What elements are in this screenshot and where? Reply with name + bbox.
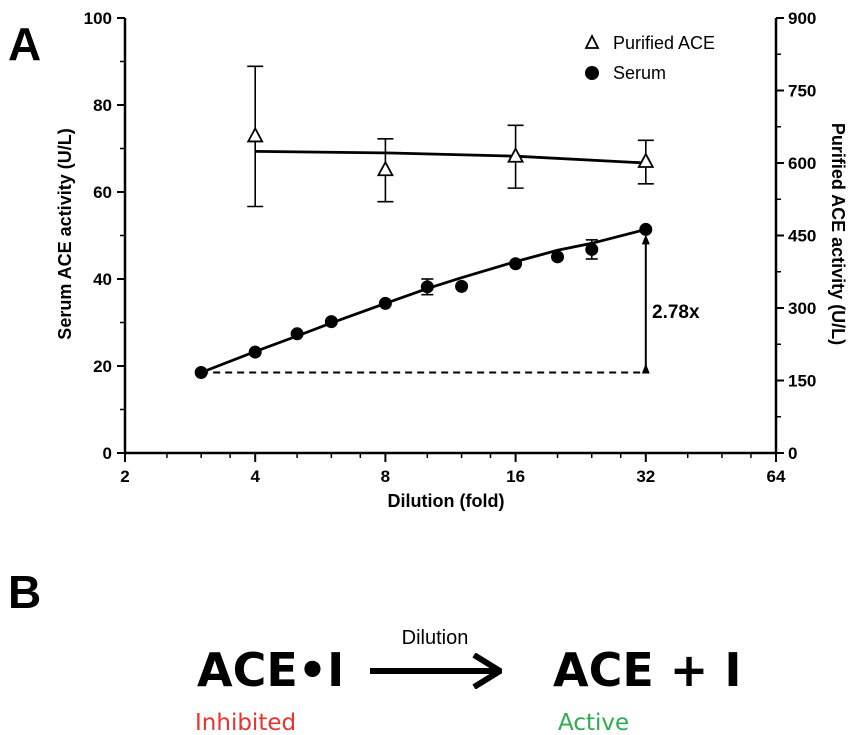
purified-ace-point	[246, 126, 264, 143]
y-axis-title-left: Serum ACE activity (U/L)	[55, 128, 75, 339]
panel-a-letter: A	[8, 18, 41, 70]
panel-b-letter: B	[8, 566, 41, 618]
serum-point	[324, 315, 338, 329]
y-tick-label-left: 60	[93, 183, 112, 202]
fit-lines	[200, 150, 647, 374]
serum-point	[378, 296, 392, 310]
legend-circle-icon	[585, 66, 599, 80]
legend-triangle-icon	[584, 33, 600, 49]
y-tick-label-right: 300	[788, 299, 816, 318]
fit-line-serum	[200, 228, 647, 374]
reaction-scheme: ACE•I Dilution ACE + I Inhibited Active	[195, 627, 741, 735]
purified-ace-point	[507, 146, 525, 163]
serum-point	[585, 242, 599, 256]
y-tick-label-right: 900	[788, 9, 816, 28]
y-tick-label-left: 80	[93, 96, 112, 115]
fit-line-purified-ace	[255, 150, 646, 165]
y-tick-label-left: 100	[84, 9, 112, 28]
y-tick-label-right: 750	[788, 82, 816, 101]
legend-label-serum: Serum	[613, 63, 666, 83]
error-bars	[247, 65, 654, 296]
serum-point	[639, 222, 653, 236]
x-tick-label: 16	[506, 467, 525, 486]
serum-point	[551, 250, 565, 264]
legend-label-purified: Purified ACE	[613, 33, 715, 53]
y-tick-label-right: 150	[788, 372, 816, 391]
scheme-right-products: ACE + I	[553, 643, 741, 697]
y-tick-label-left: 0	[103, 444, 112, 463]
x-tick-label: 2	[120, 467, 129, 486]
x-axis-title: Dilution (fold)	[388, 491, 505, 511]
purified-ace-point	[376, 160, 394, 177]
y-tick-label-right: 450	[788, 227, 816, 246]
x-tick-label: 32	[636, 467, 655, 486]
scheme-left-state: Inhibited	[195, 710, 296, 735]
serum-point	[509, 257, 523, 271]
serum-point	[455, 279, 469, 293]
fold-change-label: 2.78x	[652, 302, 700, 323]
data-markers	[194, 126, 655, 380]
baseline-layer	[201, 234, 650, 374]
x-tick-label: 8	[381, 467, 390, 486]
y-tick-label-left: 40	[93, 270, 112, 289]
y-tick-label-right: 0	[788, 444, 797, 463]
legend: Purified ACE Serum	[584, 33, 715, 83]
x-tick-label: 64	[767, 467, 786, 486]
y-tick-label-right: 600	[788, 154, 816, 173]
serum-point	[248, 345, 262, 359]
x-tick-label: 4	[250, 467, 260, 486]
serum-point	[420, 280, 434, 294]
scheme-left-complex: ACE•I	[197, 643, 344, 697]
y-axis-title-right: Purified ACE activity (U/L)	[828, 123, 848, 345]
scheme-right-state: Active	[558, 710, 629, 735]
scheme-arrow-label: Dilution	[402, 627, 469, 649]
serum-point	[290, 327, 304, 341]
y-tick-label-left: 20	[93, 357, 112, 376]
purified-ace-point	[637, 152, 655, 168]
serum-point	[194, 366, 208, 380]
